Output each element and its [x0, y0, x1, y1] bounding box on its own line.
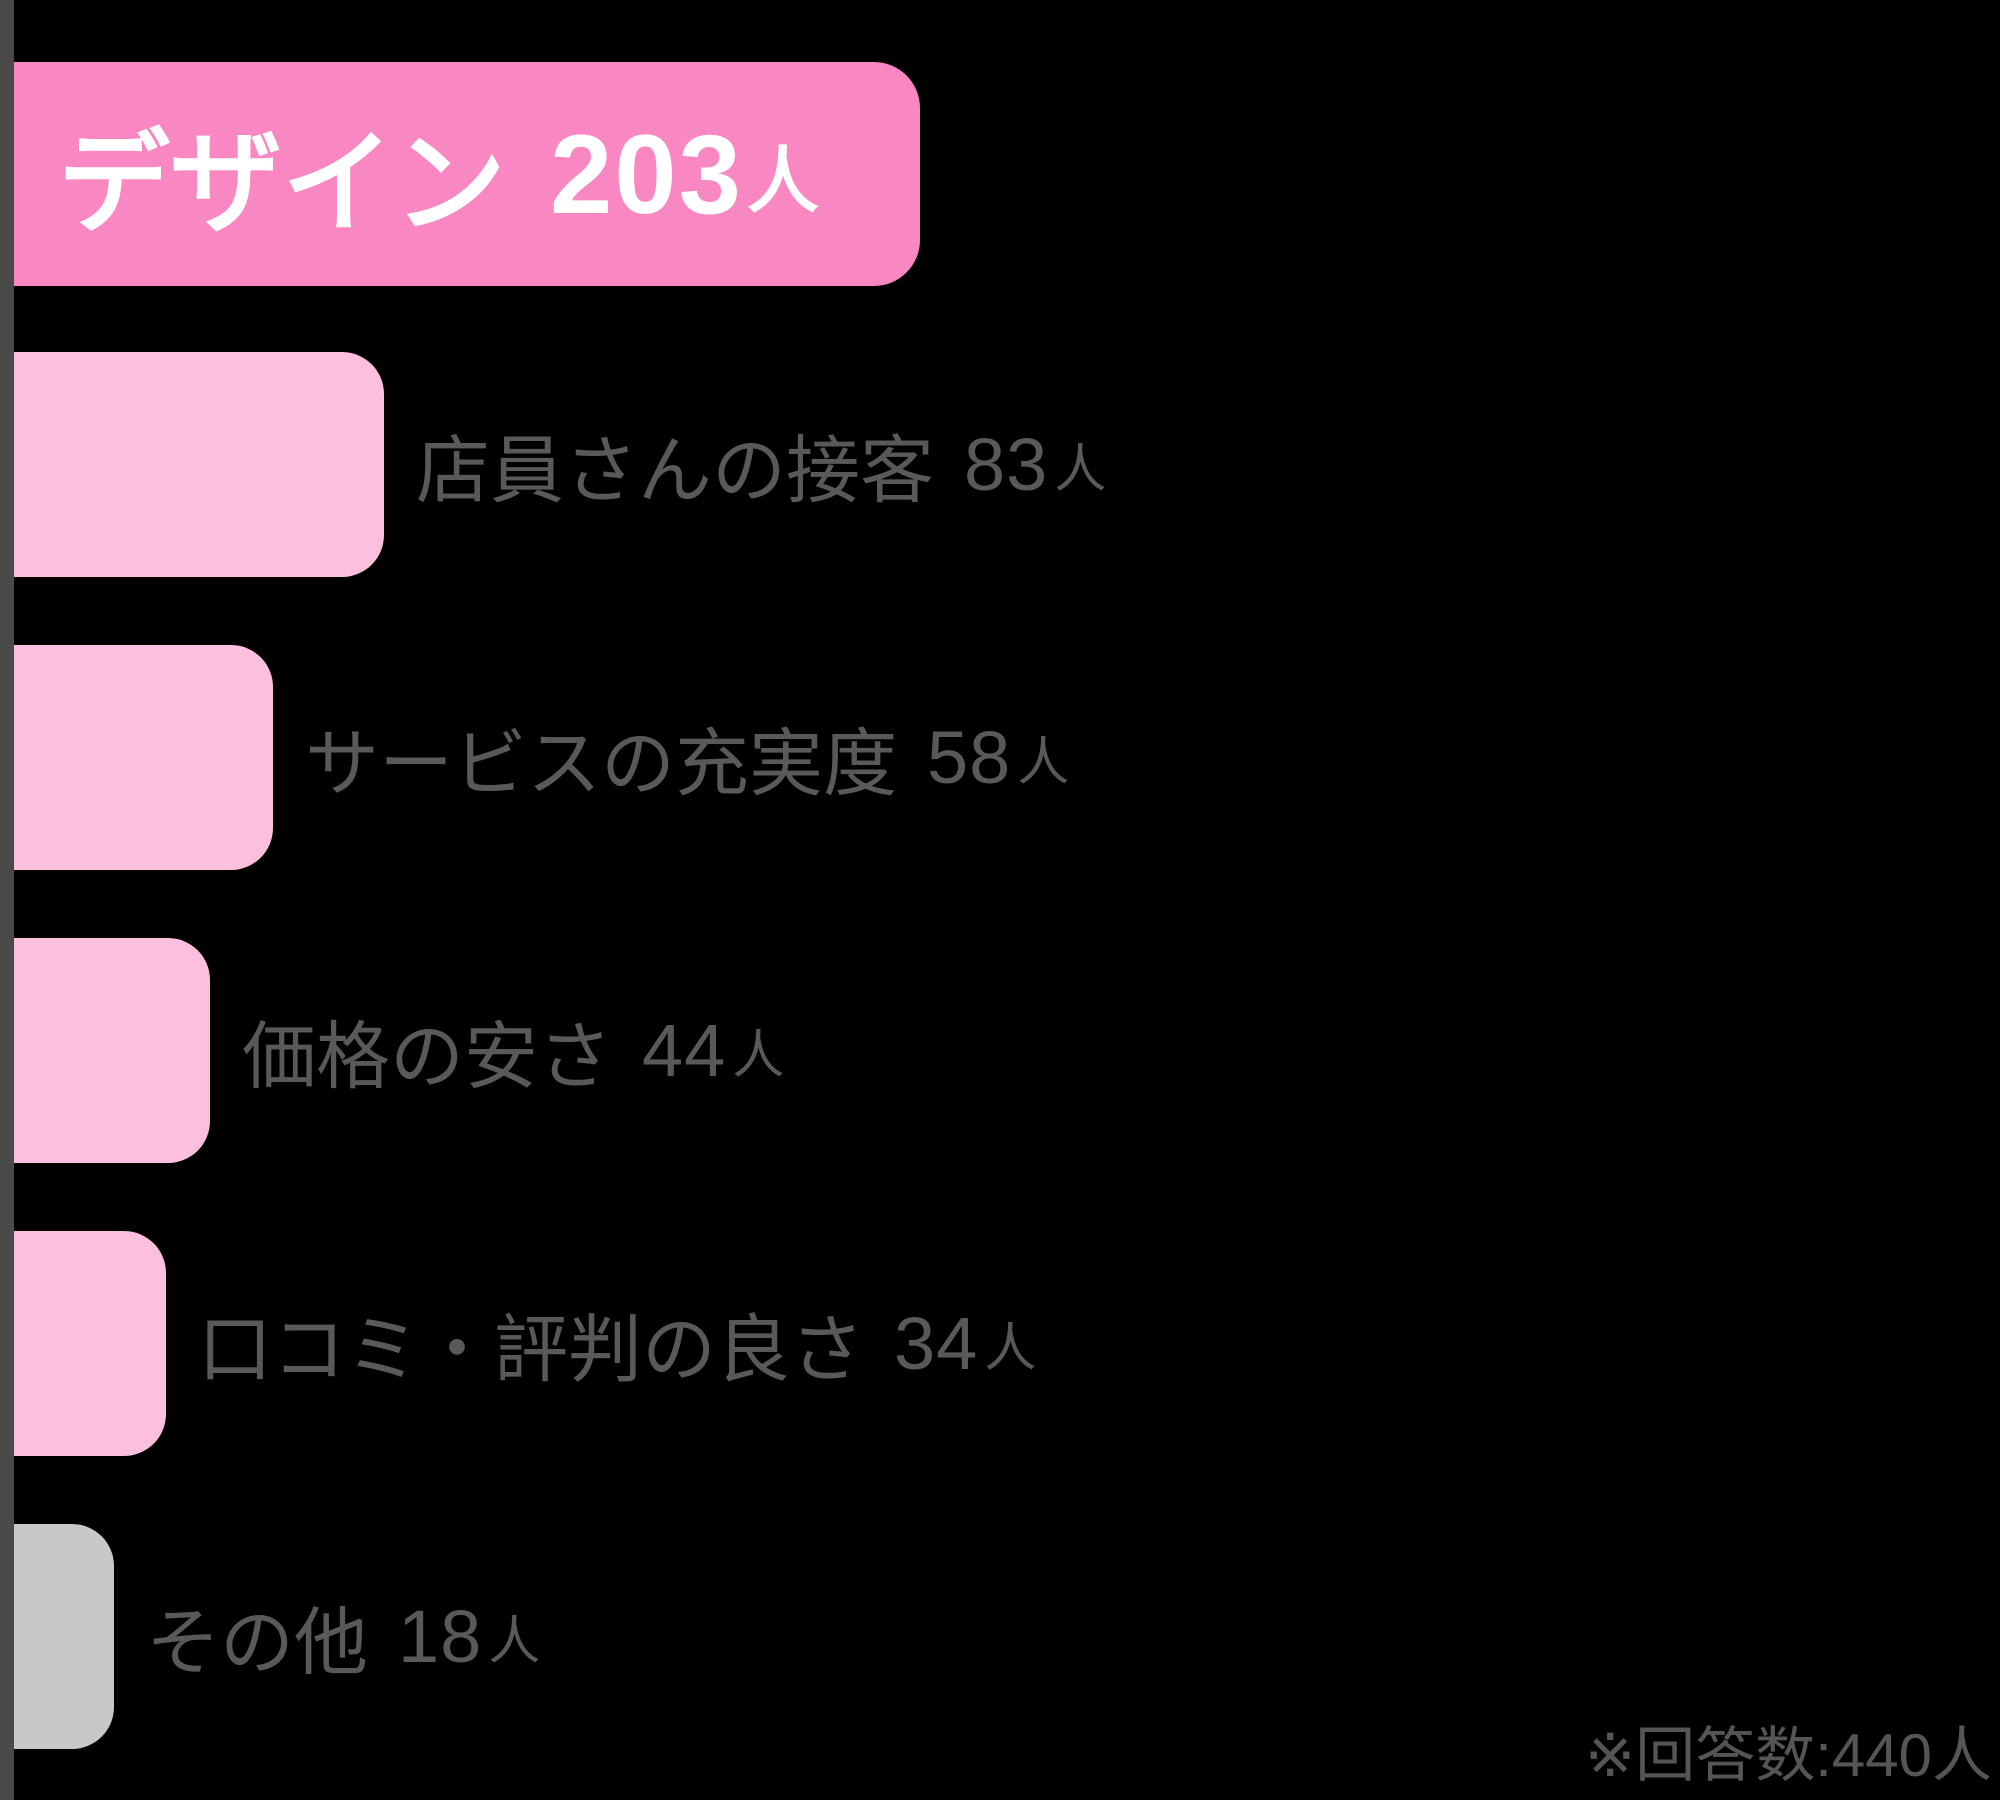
bar [14, 1231, 166, 1456]
bar-label-text: サービスの充実度 [305, 722, 897, 805]
bar-unit: 人 [1054, 441, 1107, 499]
bar-row: 店員さんの接客 83 人 [0, 352, 2000, 577]
bar-unit: 人 [984, 1320, 1037, 1378]
header-unit: 人 [746, 141, 819, 222]
bar-row: 価格の安さ 44 人 [0, 938, 2000, 1163]
bar-value: 83 [964, 423, 1049, 506]
header-value: 203 [550, 111, 743, 237]
bar-label: 店員さんの接客 83 人 [416, 352, 1106, 577]
bar-row: サービスの充実度 58 人 [0, 645, 2000, 870]
bar-value: 58 [927, 716, 1012, 799]
bar-label-text: 価格の安さ [242, 1015, 612, 1098]
bar-unit: 人 [488, 1613, 541, 1671]
bar-unit: 人 [732, 1027, 785, 1085]
y-axis-line [0, 0, 14, 1800]
bar-label-text: その他 [146, 1601, 368, 1684]
bar-row: 口コミ・評判の良さ 34 人 [0, 1231, 2000, 1456]
header-bar: デザイン 203 人 [14, 62, 920, 286]
bar [14, 1524, 114, 1749]
response-count-note: ※回答数:440人 [1584, 1722, 1992, 1789]
bar [14, 938, 210, 1163]
bar-value: 18 [398, 1595, 483, 1678]
bar-value: 34 [894, 1302, 979, 1385]
header-label: デザイン [58, 121, 506, 246]
bar-label: サービスの充実度 58 人 [305, 645, 1069, 870]
bar-value: 44 [642, 1009, 727, 1092]
bar-label: その他 18 人 [146, 1524, 540, 1749]
bar-unit: 人 [1017, 734, 1070, 792]
bar-label-text: 店員さんの接客 [416, 429, 934, 512]
bar-label-text: 口コミ・評判の良さ [198, 1308, 864, 1391]
bar [14, 645, 273, 870]
bar-row: その他 18 人 [0, 1524, 2000, 1749]
bar-label: 口コミ・評判の良さ 34 人 [198, 1231, 1036, 1456]
bar-label: 価格の安さ 44 人 [242, 938, 784, 1163]
bar [14, 352, 384, 577]
